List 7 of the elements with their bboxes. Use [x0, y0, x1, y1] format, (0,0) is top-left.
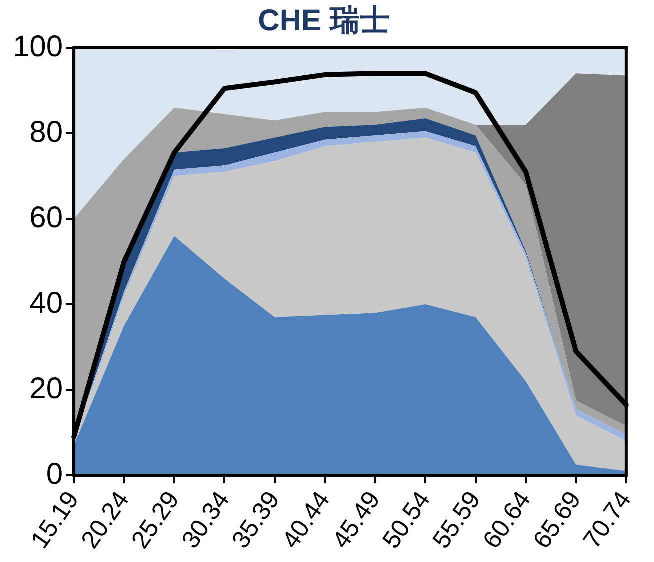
y-tick-label: 0 [46, 458, 64, 491]
y-tick-label: 20 [30, 372, 64, 406]
y-tick-label: 100 [12, 30, 64, 64]
y-tick-label: 40 [30, 286, 64, 320]
y-tick-label: 80 [30, 116, 64, 149]
y-tick-label: 60 [30, 201, 64, 234]
chart-title: CHE 瑞士 [258, 4, 390, 38]
